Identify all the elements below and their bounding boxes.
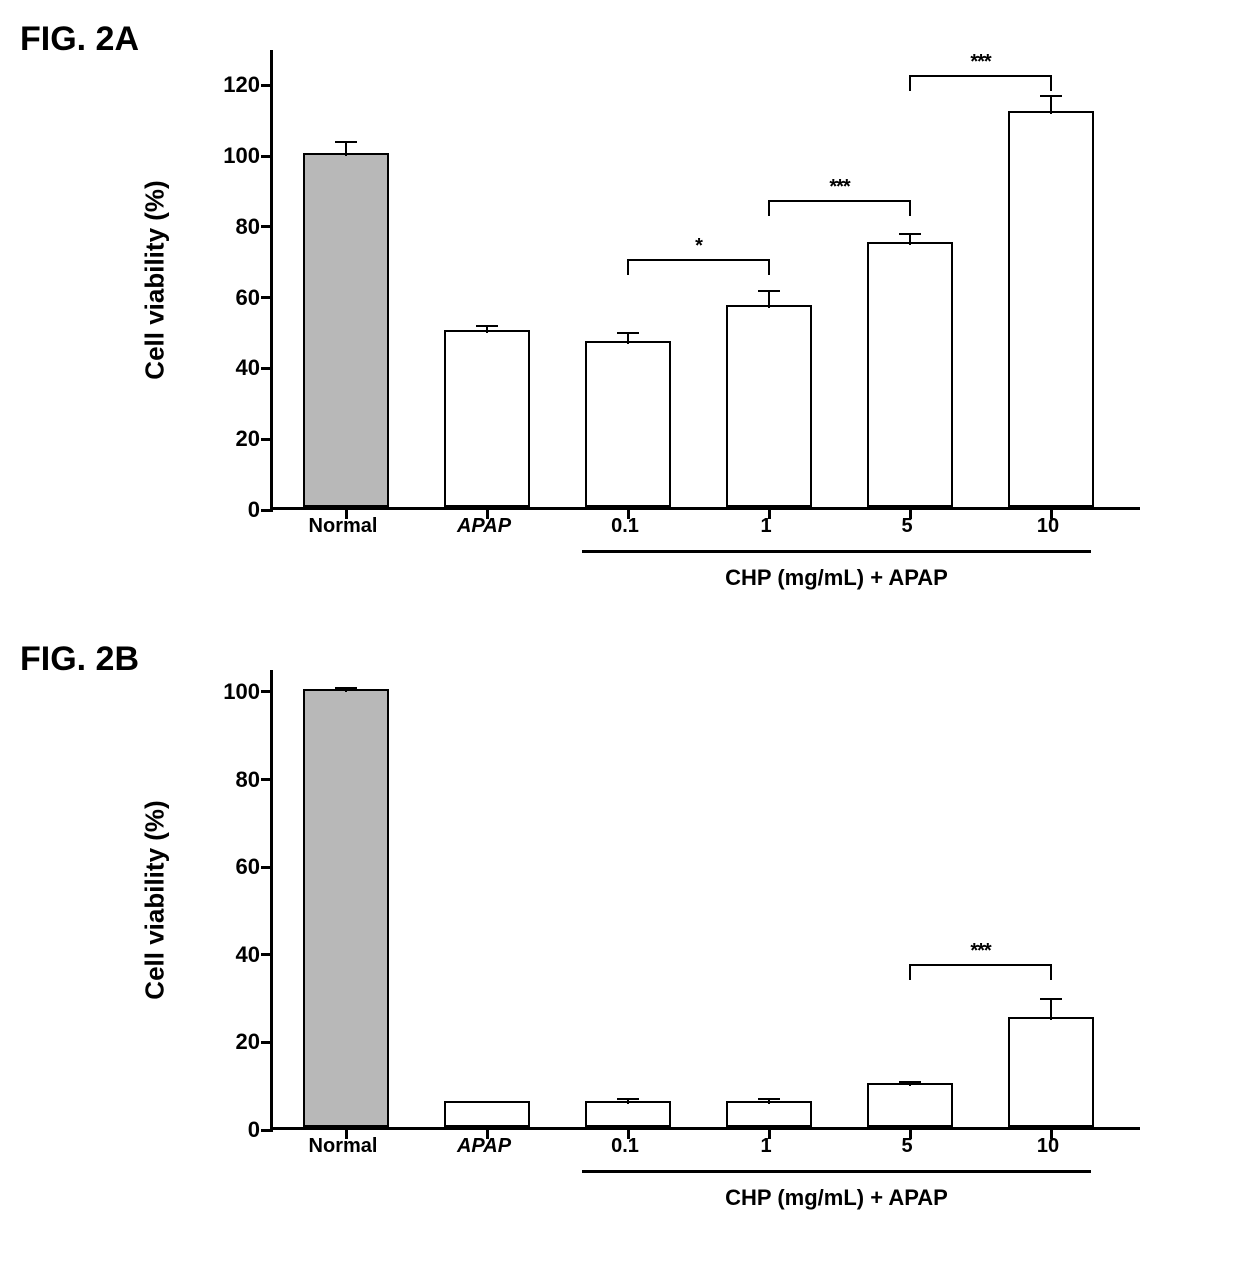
y-tick	[261, 778, 273, 781]
plot-area-b: ***	[270, 670, 1140, 1130]
bar-0.1	[585, 1101, 671, 1127]
y-axis-label-b: Cell viability (%)	[140, 800, 171, 999]
sig-label: *	[695, 235, 702, 258]
x-tick-label: APAP	[457, 515, 511, 538]
y-tick-label: 80	[200, 214, 260, 240]
x-tick-label: 0.1	[611, 515, 639, 538]
y-tick-label: 100	[200, 143, 260, 169]
group-bracket-line	[582, 1170, 1091, 1173]
sig-bracket-side	[909, 964, 911, 980]
error-cap	[617, 1098, 639, 1100]
y-tick-label: 40	[200, 355, 260, 381]
panel-fig-2b: FIG. 2B Cell viability (%) *** 0 20 40 60 80…	[20, 640, 1220, 1260]
error-cap	[335, 141, 357, 143]
y-tick	[261, 690, 273, 693]
y-tick	[261, 84, 273, 87]
sig-bracket-side	[768, 200, 770, 216]
bar-10	[1008, 1017, 1094, 1127]
y-tick	[261, 953, 273, 956]
x-tick-label: APAP	[457, 1135, 511, 1158]
sig-bracket-side	[909, 75, 911, 91]
y-tick-label: 20	[200, 1029, 260, 1055]
error-cap	[617, 332, 639, 334]
bar-apap	[444, 1101, 530, 1127]
bar-5	[867, 242, 953, 507]
panel-label-2a: FIG. 2A	[20, 20, 139, 59]
sig-bracket-side	[1050, 964, 1052, 980]
error-bar	[1050, 96, 1052, 114]
sig-label: ***	[970, 51, 990, 74]
x-tick-label: 10	[1037, 1135, 1059, 1158]
sig-bracket-side	[909, 200, 911, 216]
error-cap	[899, 233, 921, 235]
x-tick-label: 0.1	[611, 1135, 639, 1158]
error-cap	[476, 325, 498, 327]
y-tick	[261, 367, 273, 370]
error-bar	[627, 333, 629, 344]
x-tick-label: 5	[901, 1135, 912, 1158]
group-label: CHP (mg/mL) + APAP	[725, 565, 948, 591]
y-tick	[261, 438, 273, 441]
x-tick-label: 10	[1037, 515, 1059, 538]
group-label: CHP (mg/mL) + APAP	[725, 1185, 948, 1211]
bar-0.1	[585, 341, 671, 507]
error-bar	[768, 291, 770, 309]
bar-normal	[303, 153, 389, 507]
sig-bracket	[910, 964, 1051, 966]
x-tick-label: Normal	[309, 1135, 378, 1158]
sig-bracket	[769, 200, 910, 202]
y-tick-label: 80	[200, 767, 260, 793]
y-tick	[261, 1041, 273, 1044]
error-bar	[486, 326, 488, 333]
sig-bracket-side	[627, 259, 629, 275]
x-tick-label: 1	[760, 1135, 771, 1158]
x-tick-label: Normal	[309, 515, 378, 538]
error-bar	[909, 234, 911, 245]
error-cap	[758, 290, 780, 292]
y-tick	[261, 225, 273, 228]
bar-apap	[444, 330, 530, 507]
sig-bracket-side	[1050, 75, 1052, 91]
error-bar	[345, 142, 347, 156]
y-tick	[261, 296, 273, 299]
error-cap	[1040, 95, 1062, 97]
bar-normal	[303, 689, 389, 1127]
x-tick-label: 1	[760, 515, 771, 538]
error-bar	[1050, 999, 1052, 1021]
plot-area-a: *******	[270, 50, 1140, 510]
bar-10	[1008, 111, 1094, 507]
error-cap	[335, 687, 357, 689]
y-tick-label: 0	[200, 497, 260, 523]
panel-fig-2a: FIG. 2A Cell viability (%) ******* 02040…	[20, 20, 1220, 640]
y-tick	[261, 866, 273, 869]
y-tick-label: 120	[200, 72, 260, 98]
bar-5	[867, 1083, 953, 1127]
y-tick-label: 60	[200, 854, 260, 880]
y-tick-label: 0	[200, 1117, 260, 1143]
sig-label: ***	[970, 940, 990, 963]
y-axis-label-a: Cell viability (%)	[140, 180, 171, 379]
y-tick-label: 40	[200, 942, 260, 968]
sig-label: ***	[829, 176, 849, 199]
bar-1	[726, 1101, 812, 1127]
x-tick-label: 5	[901, 515, 912, 538]
error-cap	[1040, 998, 1062, 1000]
figure-2: FIG. 2A Cell viability (%) ******* 02040…	[20, 20, 1220, 1260]
sig-bracket	[628, 259, 769, 261]
bar-1	[726, 305, 812, 507]
y-tick-label: 60	[200, 285, 260, 311]
y-tick	[261, 155, 273, 158]
group-bracket-line	[582, 550, 1091, 553]
y-tick-label: 100	[200, 679, 260, 705]
sig-bracket-side	[768, 259, 770, 275]
y-tick	[261, 509, 273, 512]
error-cap	[758, 1098, 780, 1100]
y-tick	[261, 1129, 273, 1132]
panel-label-2b: FIG. 2B	[20, 640, 139, 679]
y-tick-label: 20	[200, 426, 260, 452]
error-cap	[899, 1081, 921, 1083]
sig-bracket	[910, 75, 1051, 77]
